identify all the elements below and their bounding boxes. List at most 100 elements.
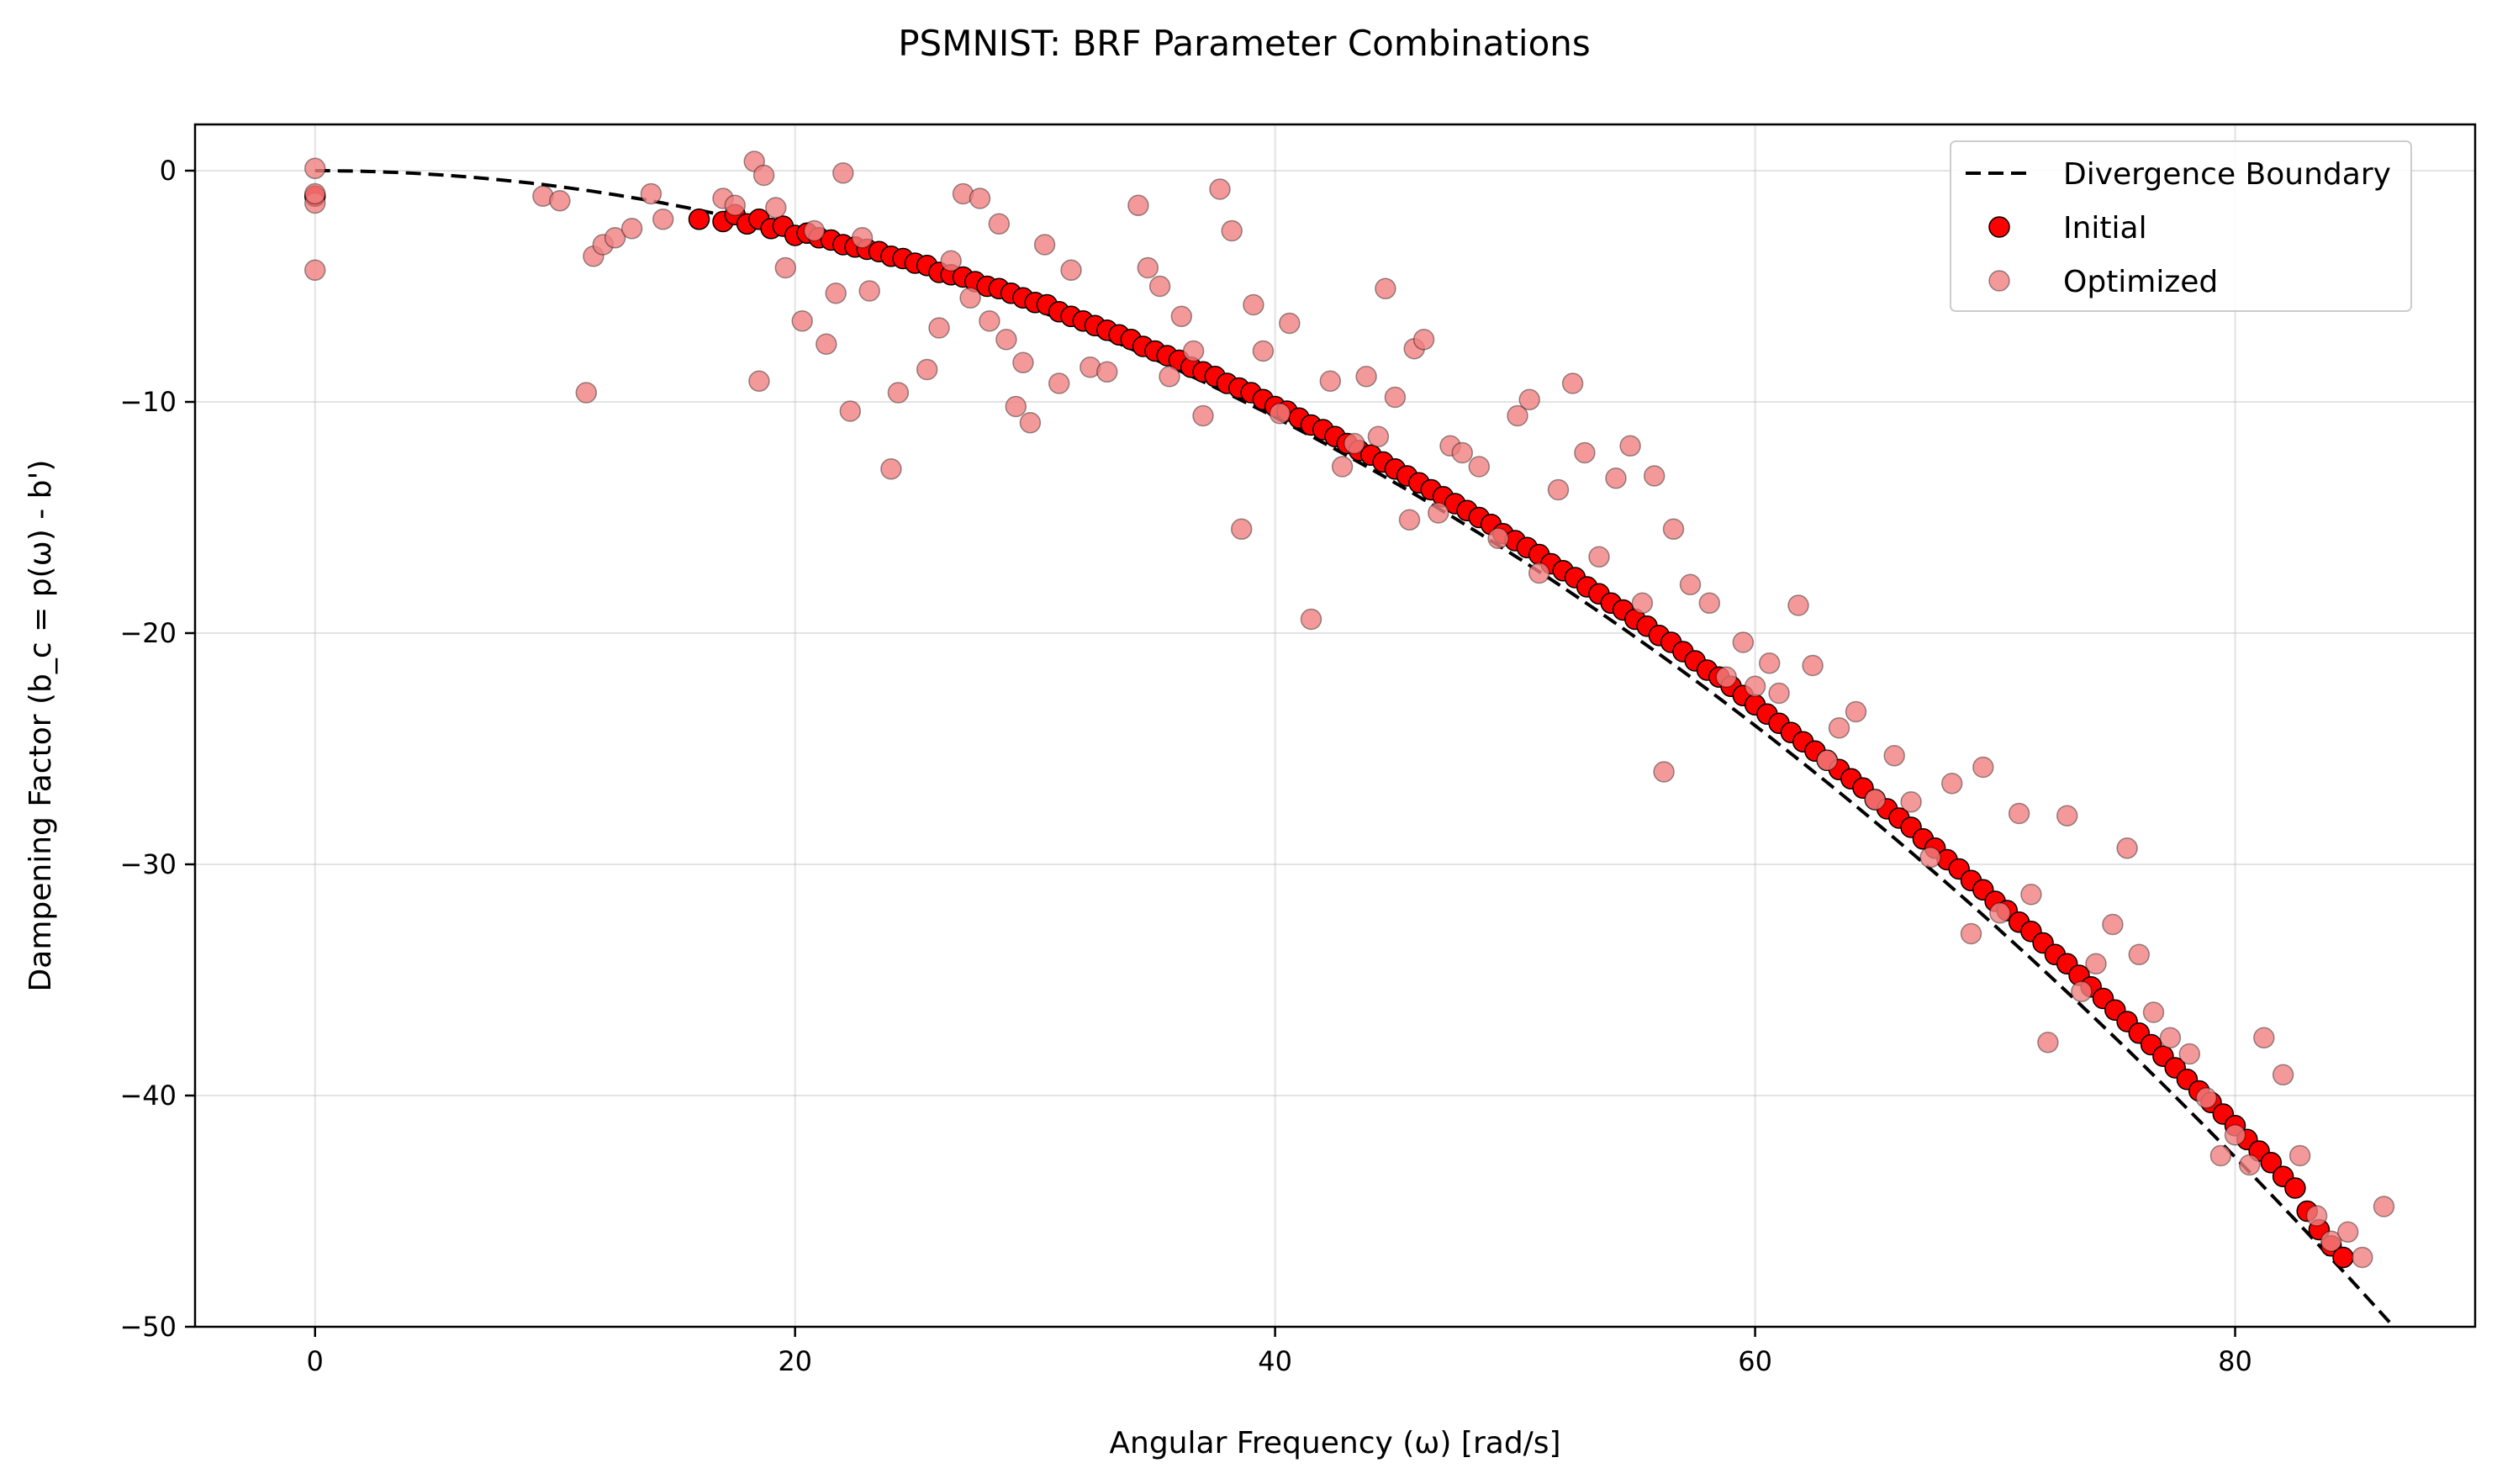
x-tick-label: 80 (2218, 1345, 2252, 1377)
optimized-point (1845, 700, 1867, 723)
x-tick-label: 40 (1258, 1345, 1292, 1377)
optimized-point (1507, 404, 1528, 427)
legend-initial-marker (1988, 216, 2010, 238)
optimized-point (2116, 837, 2138, 859)
optimized-point (748, 370, 770, 393)
optimized-point (304, 259, 326, 282)
optimized-point (1715, 666, 1738, 689)
optimized-point (2195, 1087, 2218, 1109)
optimized-point (1192, 404, 1214, 427)
optimized-point (1883, 745, 1905, 767)
divergence-boundary-line (314, 169, 2393, 1326)
optimized-point (1643, 465, 1666, 487)
optimized-point (2008, 802, 2030, 825)
optimized-point (1828, 717, 1850, 739)
optimized-point (1384, 386, 1407, 409)
optimized-point (1919, 846, 1941, 869)
optimized-point (969, 187, 991, 209)
optimized-point (1744, 675, 1766, 698)
optimized-point (2352, 1246, 2373, 1269)
x-tick-label: 0 (307, 1345, 324, 1377)
x-axis-label: Angular Frequency (ω) [rad/s] (1109, 1426, 1560, 1460)
optimized-point (1653, 761, 1675, 783)
optimized-point (1331, 456, 1354, 478)
optimized-point (887, 382, 910, 404)
y-tick-label: −20 (119, 617, 177, 649)
optimized-point (765, 197, 787, 219)
optimized-point (2128, 943, 2151, 966)
optimized-point (1468, 456, 1491, 478)
optimized-point (1033, 234, 1056, 256)
optimized-point (1588, 546, 1610, 568)
legend-divergence-label: Divergence Boundary (2063, 157, 2391, 192)
optimized-series (304, 151, 2395, 1269)
optimized-point (1679, 573, 1702, 596)
optimized-point (2238, 1154, 2261, 1176)
optimized-point (1182, 340, 1205, 362)
optimized-point (1662, 518, 1685, 541)
optimized-point (2305, 1205, 2328, 1227)
y-axis: 0 −10 −20 −30 −40 −50 (119, 155, 195, 1343)
optimized-point (995, 329, 1017, 351)
optimized-point (1972, 756, 1994, 779)
optimized-point (1012, 351, 1034, 374)
optimized-point (2102, 913, 2124, 936)
optimized-point (1300, 608, 1322, 631)
optimized-point (928, 317, 950, 339)
plot-area (304, 151, 2395, 1326)
optimized-point (1127, 194, 1149, 217)
optimized-point (1619, 435, 1641, 457)
optimized-point (880, 458, 902, 480)
optimized-point (2142, 1001, 2165, 1023)
optimized-point (1230, 518, 1253, 541)
optimized-point (832, 162, 854, 184)
optimized-point (1269, 403, 1291, 425)
optimized-point (1451, 441, 1474, 464)
optimized-point (858, 280, 880, 302)
y-axis-label: Dampening Factor (b_c = p(ω) - b') (24, 460, 58, 992)
optimized-point (1137, 256, 1159, 279)
optimized-point (1940, 773, 1963, 795)
optimized-point (851, 227, 874, 249)
initial-series (304, 185, 2354, 1269)
optimized-point (1989, 902, 2011, 924)
optimized-point (2272, 1064, 2294, 1086)
optimized-point (1816, 749, 1838, 772)
optimized-point (791, 310, 813, 332)
chart-title: PSMNIST: BRF Parameter Combinations (898, 23, 1591, 64)
x-axis: 0 20 40 60 80 (307, 1327, 2252, 1377)
optimized-point (959, 287, 981, 309)
optimized-point (620, 218, 643, 240)
optimized-point (2159, 1027, 2182, 1049)
y-tick-label: −50 (119, 1311, 177, 1343)
optimized-point (1375, 277, 1396, 300)
optimized-point (774, 256, 797, 279)
optimized-point (304, 182, 326, 205)
optimized-point (2178, 1043, 2201, 1065)
plot-frame (193, 123, 2477, 1328)
initial-point (688, 209, 710, 230)
optimized-point (1159, 366, 1180, 388)
optimized-point (2320, 1230, 2342, 1252)
optimized-point (724, 194, 747, 217)
optimized-point (1960, 922, 1982, 945)
optimized-point (2224, 1124, 2246, 1146)
optimized-point (2336, 1221, 2359, 1244)
optimized-point (304, 157, 326, 180)
y-tick-label: −10 (119, 386, 177, 418)
optimized-point (1355, 366, 1377, 388)
x-tick-label: 60 (1738, 1345, 1772, 1377)
optimized-point (1060, 259, 1082, 282)
optimized-point (1170, 305, 1193, 328)
optimized-point (640, 182, 663, 205)
optimized-point (1787, 594, 1809, 616)
optimized-point (1518, 388, 1540, 411)
optimized-point (2253, 1027, 2275, 1049)
optimized-point (1732, 631, 1755, 653)
optimized-point (1048, 372, 1070, 394)
initial-point (2260, 1152, 2283, 1174)
optimized-point (2288, 1144, 2311, 1167)
optimized-point (1698, 592, 1721, 615)
optimized-point (1547, 478, 1570, 501)
